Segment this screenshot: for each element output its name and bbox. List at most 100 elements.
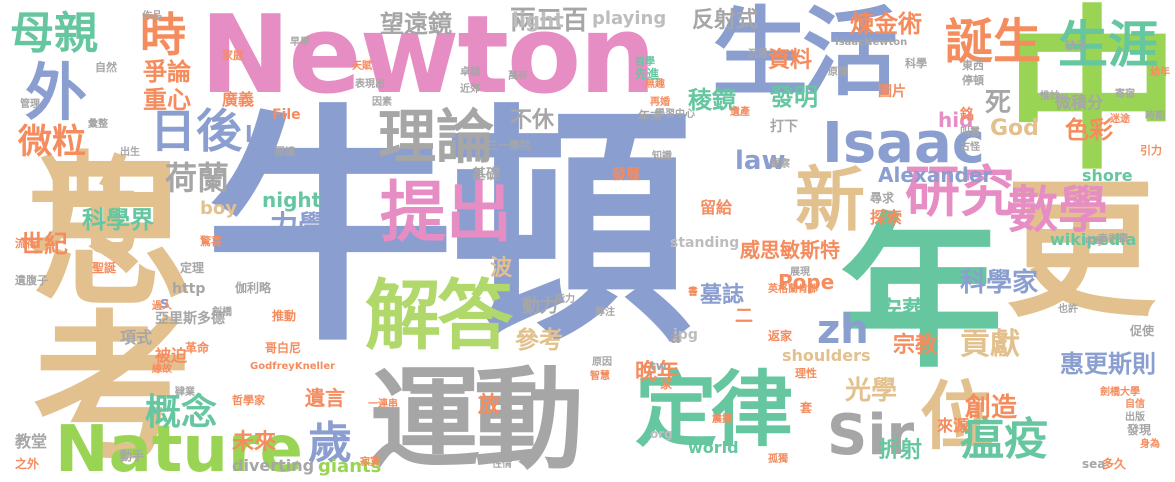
word-lixing: 理性 (795, 367, 817, 380)
word-tuidong: 推動 (272, 309, 297, 323)
word-lilun: 理論 (378, 103, 495, 171)
word-nengli: 能力 (555, 294, 575, 305)
word-chuishi: 寄宿 (1115, 89, 1135, 100)
word-zhiliao: 遺產 (730, 107, 750, 118)
word-gusui: 古怪 (960, 142, 980, 153)
word-anzang: 安葬 (878, 296, 926, 324)
word-youniankuai: 幼年 (1150, 67, 1170, 78)
word-tao: 套 (800, 401, 813, 415)
word-gainian: 概念 (145, 392, 218, 433)
word-chuban: 出版 (1125, 412, 1145, 423)
word-xunqiu: 尋求 (870, 191, 895, 205)
word-si: 死 (985, 88, 1012, 118)
word-zaochan: 早早 (290, 37, 310, 48)
word-dongli: 動力 (522, 296, 558, 317)
word-guangxue: 光學 (845, 376, 898, 406)
word-shore: shore (1082, 166, 1133, 185)
word-jingjin: 近郊 (460, 84, 480, 95)
word-wanyou: 萬有 (508, 71, 528, 82)
word-zhenchang: 震撼 (712, 414, 732, 425)
word-pope: Pope (778, 270, 835, 294)
word-wanlu: 家 (660, 377, 673, 391)
word-fazhan: 發展 (612, 167, 640, 183)
word-buxiu: 不休 (510, 108, 555, 133)
word-daxia: 打下 (770, 119, 798, 135)
word-wuqu: 無趣 (645, 79, 665, 90)
word-dongxi: 東西 (962, 59, 984, 72)
word-rihou: 日後 (150, 104, 242, 158)
word-wanian: 晚年 (635, 360, 680, 385)
word-shenghuo: 生活 (712, 0, 898, 109)
word-zhiwai: 之外 (15, 457, 40, 471)
word-file: File (272, 107, 301, 123)
word-yongqu: 遺腹子 (15, 274, 48, 287)
word-zaiyi: 再婚 (650, 97, 670, 108)
word-weijifen: 微積分 (1055, 93, 1104, 112)
word-weisiminsite: 威思敏斯特 (740, 238, 840, 262)
word-wei: 位 (920, 374, 994, 460)
word-shuxue: 數學 (1008, 181, 1108, 239)
word-diverting: diverting (232, 456, 315, 475)
word-wenyi: 瘟疫 (960, 414, 1048, 465)
word-chusheng: 出生 (120, 147, 140, 158)
word-god: God (990, 116, 1039, 141)
word-gemingcn: 革命 (185, 341, 210, 355)
word-wangyuanjing: 望遠鏡 (380, 10, 452, 38)
word-zhese: 折射 (878, 438, 923, 463)
word-night: night (262, 188, 322, 212)
word-jimou: 寂寞 (360, 457, 380, 468)
word-niandai: 年末 (638, 109, 663, 123)
word-chuangzao: 創造 (965, 393, 1018, 423)
word-sanyi: 三一學院 (487, 139, 531, 152)
word-feiren: 過人 (152, 301, 172, 312)
word-liuxing: 流行 (15, 237, 37, 250)
word-tingdun: 停頓 (962, 74, 984, 87)
word-lixue: 力學 (270, 209, 327, 242)
word-zhuoyue: 卓越 (460, 67, 480, 78)
word-biaozhun: 迷途 (1110, 114, 1130, 125)
word-http: http (172, 281, 206, 297)
word-jianqiao: 劍橋 (212, 307, 232, 318)
word-kexue: 科學 (905, 57, 927, 70)
word-shiji: 世紀 (20, 230, 68, 258)
word-laiyuan: 來源 (937, 416, 970, 435)
word-wikipedia: wikipedia (1050, 230, 1137, 249)
word-yuanyin: 原因 (592, 357, 612, 368)
word-dongshou: 動手 (120, 449, 145, 463)
word-hid: hid (938, 108, 974, 132)
word-guanli: 管理 (20, 99, 40, 110)
word-chengjian: 劍橋大學 (1100, 387, 1140, 398)
word-zhongxin: 重心 (143, 86, 191, 114)
word-light: light (512, 8, 564, 32)
word-zhexuejia: 哲學家 (232, 394, 265, 407)
word-zhishi: 知識 (652, 151, 672, 162)
word-godfreykneller: GodfreyKneller (250, 361, 336, 372)
word-sui: 歲 (308, 418, 352, 469)
word-yiyan: 遺言 (305, 386, 345, 410)
word-zuopin: 作品 (142, 11, 162, 22)
word-weili: 微粒 (18, 122, 86, 162)
word-jpg: jpg (673, 327, 698, 343)
word-dansheng: 誕生 (945, 14, 1042, 70)
word-alexander: Alexander (878, 163, 993, 187)
word-yixiang: 一連串 (368, 399, 398, 410)
word-nature: Nature (55, 413, 303, 482)
word-zongjiao: 宗教 (893, 333, 938, 358)
word-standing: standing (670, 235, 740, 251)
word-yundong: 運動 (370, 356, 584, 482)
word-weilai: 未來 (232, 430, 277, 455)
word-guancha: 觀察 (770, 159, 790, 170)
word-xuexizhongxin: 學習中心 (655, 109, 695, 120)
word-jialilue: 伽利略 (235, 281, 272, 295)
word-tw: tw (650, 359, 667, 373)
word-jiezhou: 智慧 (590, 371, 610, 382)
word-yinsu: 因素 (372, 97, 392, 108)
word-lay: lay (245, 123, 282, 148)
word-quefa: 缺乏 (1065, 39, 1087, 52)
word-org: org (650, 427, 673, 441)
word-huiqian: 彙整 (88, 119, 108, 130)
word-isaac: Isaac (822, 111, 985, 176)
word-zhansi: 展現 (790, 267, 810, 278)
word-muzhi: 墓誌 (700, 283, 745, 308)
word-jieda: 解答 (365, 271, 513, 360)
